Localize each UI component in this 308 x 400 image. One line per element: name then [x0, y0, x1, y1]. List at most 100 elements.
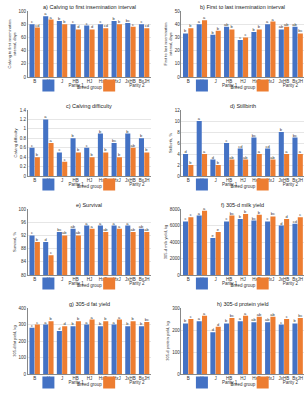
svg-text:a) Calving to first inseminati: a) Calving to first insemination interva…	[43, 4, 136, 10]
svg-text:J: J	[214, 79, 216, 84]
svg-text:b: b	[184, 318, 187, 323]
svg-text:a: a	[44, 11, 47, 16]
svg-text:e) Survival: e) Survival	[76, 202, 102, 208]
svg-text:a: a	[299, 149, 302, 154]
svg-text:ab: ab	[270, 312, 275, 317]
svg-text:Parity 2: Parity 2	[129, 83, 145, 88]
svg-text:12: 12	[175, 108, 181, 113]
svg-text:b: b	[72, 133, 75, 138]
svg-text:cd: cd	[35, 23, 39, 28]
svg-text:ab: ab	[229, 155, 234, 160]
svg-text:b: b	[113, 16, 116, 21]
svg-text:1: 1	[24, 126, 27, 131]
svg-text:J: J	[214, 277, 216, 282]
svg-text:bc: bc	[252, 133, 256, 138]
svg-text:bc: bc	[126, 18, 130, 23]
svg-text:100: 100	[19, 207, 27, 212]
svg-text:HJ: HJ	[240, 79, 246, 84]
svg-text:b: b	[258, 24, 261, 29]
svg-text:Parity 1: Parity 1	[68, 182, 84, 187]
svg-text:d: d	[77, 24, 79, 29]
svg-text:b: b	[252, 27, 255, 32]
svg-text:a: a	[198, 316, 201, 321]
svg-text:J: J	[61, 277, 63, 282]
svg-text:40: 40	[21, 48, 27, 53]
svg-text:b: b	[244, 209, 247, 214]
svg-text:B: B	[33, 277, 36, 282]
svg-text:2000: 2000	[170, 256, 181, 261]
svg-text:96: 96	[21, 220, 27, 225]
svg-text:305-d protein yield, kg: 305-d protein yield, kg	[165, 321, 170, 360]
svg-text:50: 50	[175, 9, 181, 14]
svg-text:d: d	[280, 221, 282, 226]
svg-text:b: b	[126, 129, 129, 134]
svg-text:4: 4	[177, 152, 180, 157]
svg-text:0.8: 0.8	[20, 136, 27, 141]
svg-text:0: 0	[177, 372, 180, 377]
svg-text:b: b	[63, 19, 66, 24]
svg-text:bc: bc	[298, 313, 302, 318]
svg-text:b: b	[217, 26, 220, 31]
svg-text:Parity 2: Parity 2	[283, 380, 299, 385]
svg-text:d: d	[91, 24, 93, 29]
svg-text:b: b	[104, 147, 107, 152]
svg-text:HJ: HJ	[240, 376, 246, 381]
svg-text:h) 305-d protein yield: h) 305-d protein yield	[217, 301, 269, 307]
svg-text:0: 0	[24, 75, 27, 80]
svg-text:c: c	[99, 19, 101, 24]
svg-text:HJ: HJ	[240, 178, 246, 183]
svg-text:200: 200	[172, 328, 180, 333]
svg-text:c: c	[185, 216, 187, 221]
svg-text:1.2: 1.2	[20, 117, 27, 122]
svg-text:Parity 1: Parity 1	[68, 380, 84, 385]
svg-text:c: c	[31, 143, 33, 148]
svg-text:Parity 2: Parity 2	[283, 281, 299, 286]
svg-text:80: 80	[21, 273, 27, 278]
svg-text:a: a	[203, 15, 206, 20]
svg-text:Parity 1: Parity 1	[222, 182, 238, 187]
svg-text:b: b	[239, 214, 242, 219]
svg-text:c: c	[64, 157, 66, 162]
svg-text:Breed group: Breed group	[231, 184, 256, 189]
svg-text:Breed group: Breed group	[231, 85, 256, 90]
svg-text:ab: ab	[130, 143, 135, 148]
svg-text:c: c	[140, 19, 142, 24]
svg-text:f) 305-d milk yield: f) 305-d milk yield	[221, 202, 264, 208]
svg-text:b: b	[118, 19, 121, 24]
svg-text:b: b	[77, 316, 80, 321]
svg-text:100: 100	[172, 350, 180, 355]
svg-text:a: a	[50, 15, 53, 20]
svg-text:b: b	[72, 321, 75, 326]
svg-text:Parity 1: Parity 1	[222, 281, 238, 286]
svg-text:bc: bc	[145, 317, 149, 322]
svg-text:First to last inseminationinte: First to last inseminationinterval, days	[163, 22, 173, 65]
svg-text:d: d	[212, 155, 214, 160]
svg-text:0: 0	[177, 273, 180, 278]
svg-text:Parity 1: Parity 1	[68, 281, 84, 286]
svg-text:0: 0	[24, 372, 27, 377]
svg-text:a: a	[99, 221, 102, 226]
svg-text:305-d milk yield, kg: 305-d milk yield, kg	[163, 225, 168, 259]
svg-text:ab: ab	[70, 224, 75, 229]
svg-text:a: a	[285, 149, 288, 154]
svg-text:Parity 1: Parity 1	[68, 83, 84, 88]
svg-text:b: b	[280, 127, 283, 132]
svg-text:c: c	[31, 19, 33, 24]
svg-text:b: b	[36, 152, 39, 157]
svg-text:cd: cd	[145, 23, 149, 28]
svg-text:400: 400	[19, 306, 27, 311]
svg-text:B: B	[187, 79, 190, 84]
svg-text:a: a	[118, 224, 121, 229]
svg-text:d: d	[212, 327, 214, 332]
svg-text:100: 100	[19, 355, 27, 360]
svg-text:b: b	[189, 160, 192, 165]
svg-text:a: a	[113, 221, 116, 226]
svg-text:b: b	[99, 321, 102, 326]
svg-text:J: J	[61, 376, 63, 381]
svg-text:c: c	[50, 250, 52, 255]
svg-text:0.2: 0.2	[20, 164, 27, 169]
svg-text:b: b	[140, 321, 143, 326]
svg-text:1.4: 1.4	[20, 108, 27, 113]
svg-text:c: c	[239, 35, 241, 40]
svg-text:a: a	[118, 315, 121, 320]
